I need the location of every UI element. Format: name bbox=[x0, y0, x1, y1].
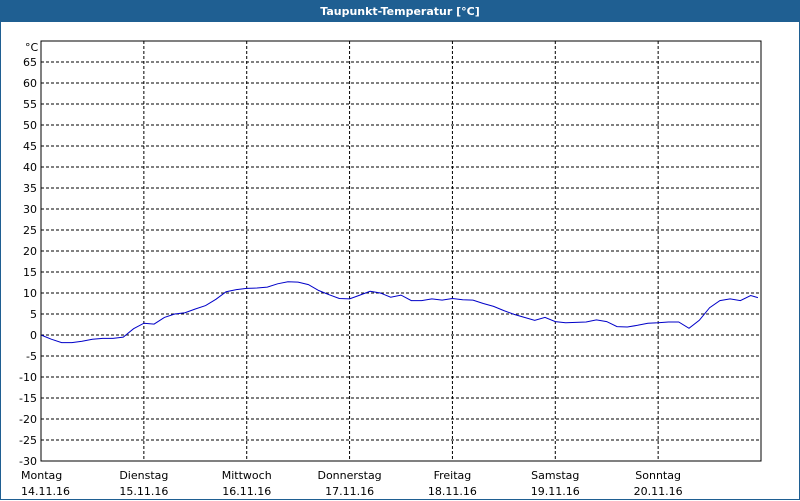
x-tick-date-label: 16.11.16 bbox=[222, 485, 271, 498]
y-tick-label: 45 bbox=[23, 140, 37, 153]
y-tick-label: 60 bbox=[23, 77, 37, 90]
x-tick-day-label: Freitag bbox=[434, 469, 472, 482]
y-tick-label: 30 bbox=[23, 203, 37, 216]
y-tick-label: 35 bbox=[23, 182, 37, 195]
y-tick-label: -5 bbox=[26, 350, 37, 363]
x-tick-day-label: Dienstag bbox=[119, 469, 168, 482]
x-tick-date-label: 18.11.16 bbox=[428, 485, 477, 498]
x-tick-day-label: Montag bbox=[21, 469, 62, 482]
x-tick-date-label: 17.11.16 bbox=[325, 485, 374, 498]
x-tick-day-label: Samstag bbox=[531, 469, 579, 482]
chart-title: Taupunkt-Temperatur [°C] bbox=[1, 1, 799, 22]
y-tick-label: -10 bbox=[19, 371, 37, 384]
y-tick-label: -25 bbox=[19, 434, 37, 447]
y-unit-label: °C bbox=[25, 41, 39, 54]
plot-area-border bbox=[40, 40, 762, 462]
x-tick-date-label: 20.11.16 bbox=[634, 485, 683, 498]
y-tick-label: 40 bbox=[23, 161, 37, 174]
y-tick-label: 20 bbox=[23, 245, 37, 258]
x-tick-day-label: Mittwoch bbox=[222, 469, 272, 482]
y-tick-label: -15 bbox=[19, 392, 37, 405]
y-tick-label: 65 bbox=[23, 56, 37, 69]
x-tick-day-label: Donnerstag bbox=[317, 469, 381, 482]
x-tick-day-label: Sonntag bbox=[635, 469, 681, 482]
y-tick-label: -30 bbox=[19, 455, 37, 468]
y-tick-label: 50 bbox=[23, 119, 37, 132]
y-tick-label: 25 bbox=[23, 224, 37, 237]
x-tick-date-label: 14.11.16 bbox=[21, 485, 70, 498]
y-tick-label: 10 bbox=[23, 287, 37, 300]
y-tick-label: 0 bbox=[30, 329, 37, 342]
x-tick-date-label: 15.11.16 bbox=[119, 485, 168, 498]
y-tick-label: -20 bbox=[19, 413, 37, 426]
x-tick-date-label: 19.11.16 bbox=[531, 485, 580, 498]
y-tick-label: 15 bbox=[23, 266, 37, 279]
y-tick-label: 5 bbox=[30, 308, 37, 321]
y-tick-label: 55 bbox=[23, 98, 37, 111]
dewpoint-series-line bbox=[40, 281, 759, 344]
